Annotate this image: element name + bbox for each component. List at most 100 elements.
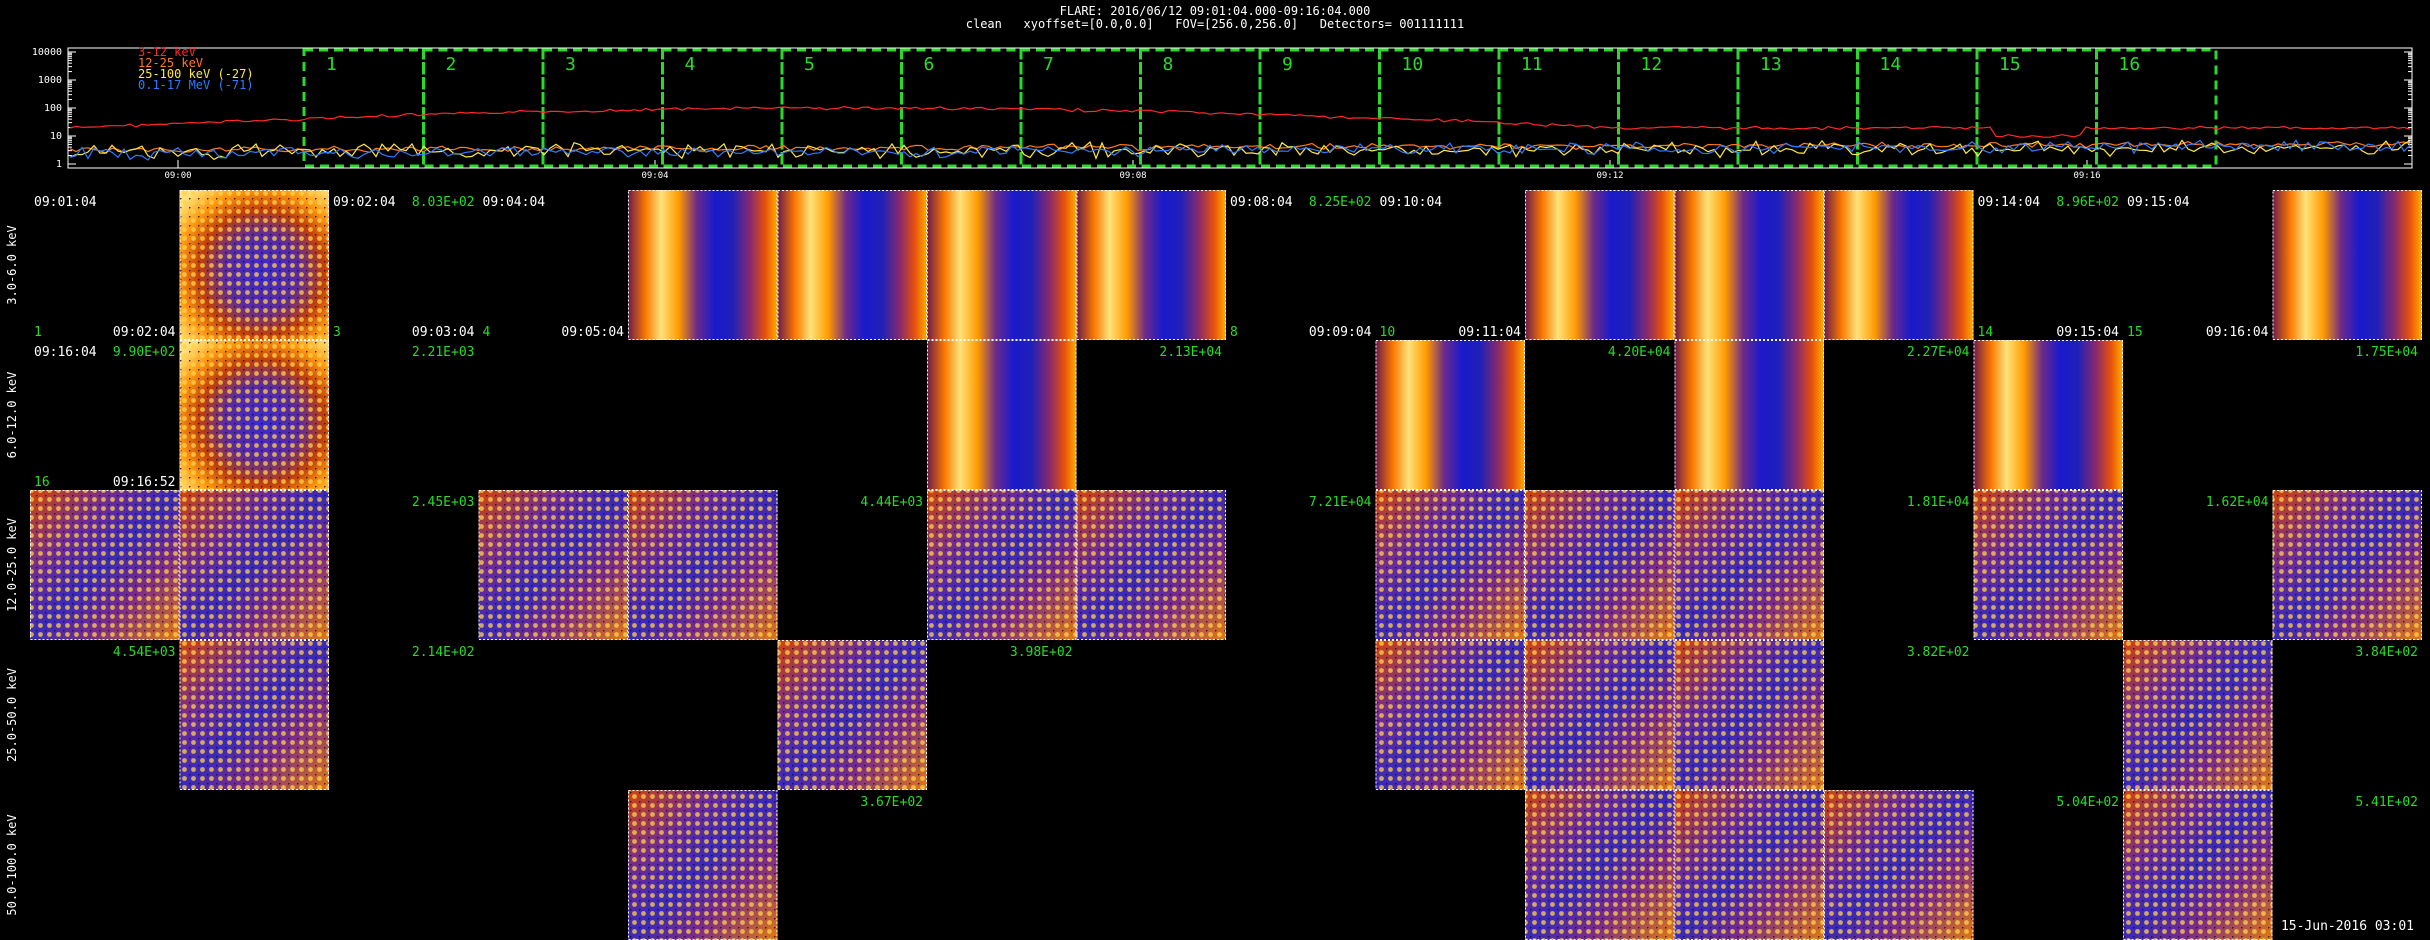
image-texture	[777, 640, 927, 790]
image-texture	[179, 490, 329, 640]
image-fill	[927, 190, 1077, 340]
time-interval-box	[1975, 48, 2098, 168]
x-tick-label: 09:04	[641, 171, 668, 181]
image-border	[1076, 490, 1226, 640]
time-interval-box	[661, 48, 784, 168]
image-fill	[628, 190, 778, 340]
reconstructed-image-bright	[1076, 190, 1226, 340]
image-border	[927, 190, 1077, 340]
cell-label-green: 3.98E+02	[1010, 645, 1073, 660]
image-texture	[628, 790, 778, 940]
image-border	[1674, 340, 1824, 490]
reconstructed-image-ripple	[1674, 640, 1824, 790]
cell-time-label: 09:09:04	[1309, 325, 1372, 340]
image-texture	[1674, 490, 1824, 640]
image-border	[478, 490, 628, 640]
image-border	[1973, 340, 2123, 490]
x-tick-label: 09:16	[2073, 171, 2100, 181]
cell-label-green: 4	[483, 325, 491, 340]
cell-label-green: 3.67E+02	[860, 795, 923, 810]
reconstructed-image-ripple	[2123, 640, 2273, 790]
time-interval-label: 7	[1043, 54, 1054, 75]
y-tick-label: 100	[44, 103, 62, 114]
cell-label-green: 5.04E+02	[2056, 795, 2119, 810]
cell-label-green: 3.82E+02	[1907, 645, 1970, 660]
reconstructed-image-ripple	[628, 790, 778, 940]
image-border	[1674, 790, 1824, 940]
image-border	[927, 490, 1077, 640]
footer-timestamp: 15-Jun-2016 03:01	[2280, 919, 2414, 934]
reconstructed-image-ripple	[628, 490, 778, 640]
legend-entry: 12-25 keV	[138, 56, 203, 70]
cell-time-label: 09:14:04	[1978, 195, 2041, 210]
time-interval-label: 11	[1521, 54, 1543, 75]
y-tick-label: 10000	[32, 47, 62, 58]
image-border	[1674, 490, 1824, 640]
image-border	[628, 190, 778, 340]
cell-label-green: 8.03E+02	[412, 195, 475, 210]
image-border	[179, 490, 329, 640]
image-texture	[478, 490, 628, 640]
image-border	[628, 490, 778, 640]
time-interval-label: 9	[1282, 54, 1293, 75]
image-fill	[1674, 190, 1824, 340]
time-interval-box	[422, 48, 545, 168]
time-interval-box	[1019, 48, 1142, 168]
cell-time-label: 09:15:04	[2127, 195, 2190, 210]
cell-label-green: 1.75E+04	[2355, 345, 2418, 360]
cell-label-green: 10	[1380, 325, 1396, 340]
cell-label-green: 16	[34, 475, 50, 490]
image-border	[1525, 490, 1675, 640]
image-texture	[1525, 790, 1675, 940]
energy-band-label: 50.0-100.0 keV	[5, 814, 19, 915]
image-border	[1525, 190, 1675, 340]
cell-time-label: 09:03:04	[412, 325, 475, 340]
reconstructed-image-ripple	[927, 490, 1077, 640]
time-interval-label: 6	[924, 54, 935, 75]
image-fill	[1674, 340, 1824, 490]
image-border	[1973, 490, 2123, 640]
cell-time-label: 09:16:04	[2206, 325, 2269, 340]
image-texture	[927, 490, 1077, 640]
cell-label-green: 2.13E+04	[1159, 345, 1222, 360]
reconstructed-image-ripple	[1375, 490, 1525, 640]
image-texture	[2272, 490, 2422, 640]
image-border	[1824, 190, 1974, 340]
time-interval-label: 5	[804, 54, 815, 75]
image-texture	[2123, 790, 2273, 940]
lightcurve-plot: 10000 1000 100 10 1 09:00 09:04 09:08 09:12 09:16…	[32, 45, 2413, 181]
cell-label-green: 5.41E+02	[2355, 795, 2418, 810]
image-texture	[1824, 790, 1974, 940]
time-interval-box	[1139, 48, 1262, 168]
image-border	[2272, 490, 2422, 640]
reconstructed-image-ripple	[1674, 490, 1824, 640]
reconstructed-image-ripple	[1525, 640, 1675, 790]
cell-label-green: 15	[2127, 325, 2143, 340]
cell-label-green: 7.21E+04	[1309, 495, 1372, 510]
cell-label-green: 14	[1978, 325, 1994, 340]
cell-time-label: 09:05:04	[561, 325, 624, 340]
cell-label-green: 2.45E+03	[412, 495, 475, 510]
image-border	[179, 340, 329, 490]
image-border	[2123, 790, 2273, 940]
reconstructed-image-ripple	[1674, 790, 1824, 940]
reconstructed-image-ripple	[179, 640, 329, 790]
image-fill	[777, 190, 927, 340]
image-border	[1674, 190, 1824, 340]
image-texture	[1525, 490, 1675, 640]
cell-label-green: 8	[1230, 325, 1238, 340]
x-tick-label: 09:12	[1596, 171, 1623, 181]
image-border	[927, 340, 1077, 490]
reconstructed-image-bright	[1375, 340, 1525, 490]
reconstructed-image-ripple	[2272, 490, 2422, 640]
reconstructed-image-bright	[927, 340, 1077, 490]
y-tick-label: 1	[56, 159, 62, 170]
energy-band-label: 12.0-25.0 keV	[5, 518, 19, 612]
time-interval-label: 16	[2119, 54, 2141, 75]
cell-time-label: 09:04:04	[483, 195, 546, 210]
image-fill	[1375, 340, 1525, 490]
image-texture	[179, 640, 329, 790]
time-interval-box	[780, 48, 903, 168]
energy-band-label: 3.0-6.0 keV	[5, 225, 19, 304]
cell-label-green: 8.96E+02	[2056, 195, 2119, 210]
